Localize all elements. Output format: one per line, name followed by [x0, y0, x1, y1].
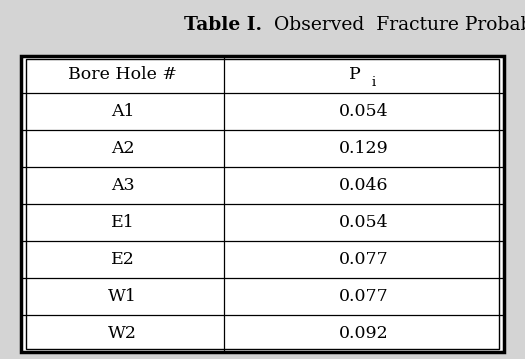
- Text: E2: E2: [110, 251, 134, 268]
- Text: 0.077: 0.077: [339, 288, 389, 305]
- Text: 0.054: 0.054: [339, 103, 388, 120]
- Text: W2: W2: [108, 325, 137, 342]
- Text: 0.077: 0.077: [339, 251, 389, 268]
- Text: E1: E1: [111, 214, 134, 231]
- Text: 0.092: 0.092: [339, 325, 389, 342]
- FancyBboxPatch shape: [21, 56, 504, 352]
- Text: 0.054: 0.054: [339, 214, 388, 231]
- Text: P: P: [349, 66, 360, 83]
- Text: i: i: [371, 75, 375, 89]
- Text: W1: W1: [108, 288, 137, 305]
- Text: Bore Hole #: Bore Hole #: [68, 66, 177, 83]
- Text: A2: A2: [111, 140, 134, 157]
- Text: Table I.: Table I.: [184, 16, 262, 34]
- Text: A3: A3: [111, 177, 134, 194]
- Text: 0.129: 0.129: [339, 140, 389, 157]
- Text: 0.046: 0.046: [339, 177, 388, 194]
- Text: A1: A1: [111, 103, 134, 120]
- Text: Observed  Fracture Probabilities: Observed Fracture Probabilities: [262, 16, 525, 34]
